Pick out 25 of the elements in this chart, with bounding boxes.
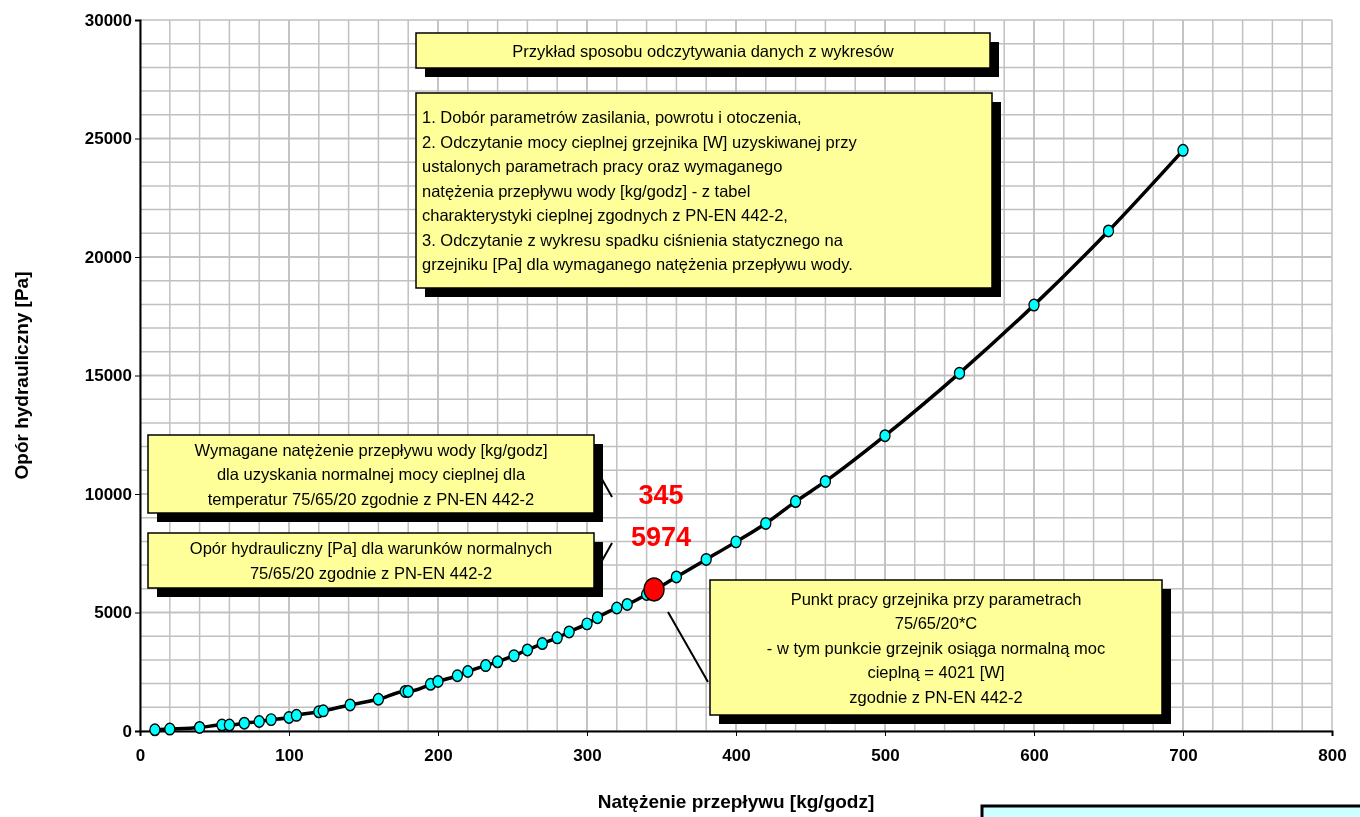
annotation: Przykład sposobu odczytywania danych z wykresów [512, 41, 894, 60]
annotation: 5974 [631, 522, 692, 553]
x-axis-title: Natężenie przepływu [kg/godz] [597, 791, 875, 812]
y-tick-label: 30000 [84, 10, 132, 30]
x-tick-label: 200 [424, 746, 453, 766]
x-tick-label: 400 [722, 746, 751, 766]
annotation: Opór hydrauliczny [Pa] dla warunków normalnych 75/65/20 zgodnie z PN-EN 442-2 [189, 539, 553, 582]
x-tick-label: 700 [1169, 746, 1198, 766]
y-tick-label: 10000 [84, 484, 132, 504]
y-axis-title: Opór hydrauliczny [Pa] [11, 271, 32, 480]
x-tick-label: 300 [573, 746, 602, 766]
x-tick-label: 600 [1020, 746, 1049, 766]
annotation: Punkt pracy grzejnika przy parametrach 75/65/20*C - w tym punkcie grzejnik osiąga normalną moc cieplną = 4021 [W] zgodnie z PN-EN 442-2 [766, 589, 1106, 706]
annotation: 345 [638, 480, 684, 511]
x-tick-label: 0 [135, 746, 146, 766]
y-tick-label: 15000 [84, 366, 132, 386]
y-tick-label: 20000 [84, 247, 132, 267]
x-tick-label: 100 [275, 746, 304, 766]
annotation: 1. Dobór parametrów zasilania, powrotu i otoczenia, 2. Odczytanie mocy cieplnej grzejnika [W] uzyskiwanej przy ustalonych parametrach pracy oraz wymaganego natężenia przepływu wody [kg/godz] - z tabel charakterystyki cieplnej zgodnych z PN-EN 442-2, 3. Odczytanie z wykresu spadku ciśnienia statycznego na grzejniku [Pa] dla wymaganego natężenia przepływu wody. [422, 108, 858, 273]
x-tick-label: 800 [1318, 746, 1347, 766]
y-tick-label: 5000 [94, 603, 132, 623]
y-tick-label: 0 [122, 721, 132, 741]
annotation: Wymagane natężenie przepływu wody [kg/godz] dla uzyskania normalnej mocy cieplnej dla temperatur 75/65/20 zgodnie z PN-EN 442-2 [194, 440, 548, 508]
x-tick-label: 500 [871, 746, 900, 766]
y-tick-label: 25000 [84, 129, 132, 149]
